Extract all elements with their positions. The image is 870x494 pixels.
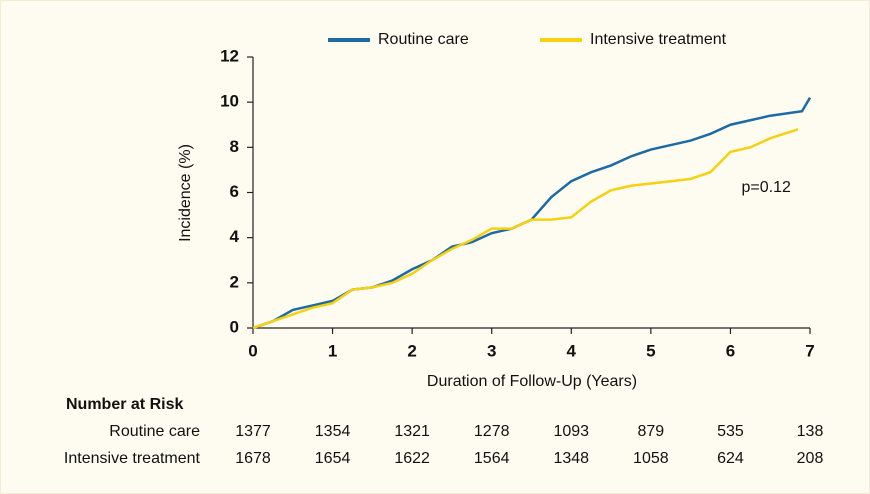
risk-count: 1321 — [394, 423, 430, 440]
y-axis-label: Incidence (%) — [177, 144, 194, 242]
y-tick-label: 8 — [230, 137, 239, 156]
risk-row-name: Routine care — [109, 423, 200, 440]
x-tick-label: 4 — [567, 341, 577, 360]
annotation: p=0.12 — [742, 179, 791, 196]
x-tick-label: 5 — [646, 341, 655, 360]
risk-count: 1278 — [474, 423, 510, 440]
y-tick-label: 2 — [230, 272, 239, 291]
series-line — [252, 128, 799, 330]
risk-count: 138 — [797, 423, 824, 440]
x-tick-label: 0 — [248, 341, 257, 360]
risk-count: 1354 — [315, 423, 351, 440]
x-axis-label: Duration of Follow-Up (Years) — [427, 373, 637, 390]
x-tick-label: 7 — [805, 341, 814, 360]
y-tick-label: 10 — [220, 92, 239, 111]
x-tick-label: 3 — [487, 341, 496, 360]
y-tick-label: 12 — [220, 46, 239, 65]
x-tick-label: 6 — [726, 341, 735, 360]
y-tick-label: 6 — [230, 182, 239, 201]
y-tick-label: 4 — [230, 227, 240, 246]
risk-count: 1348 — [553, 450, 589, 467]
risk-table-title: Number at Risk — [66, 396, 183, 413]
risk-count: 1377 — [235, 423, 271, 440]
risk-count: 1654 — [315, 450, 351, 467]
risk-count: 1678 — [235, 450, 271, 467]
y-tick-label: 0 — [230, 317, 239, 336]
risk-count: 1058 — [633, 450, 669, 467]
risk-count: 208 — [797, 450, 824, 467]
risk-row-name: Intensive treatment — [64, 450, 201, 467]
risk-count: 535 — [717, 423, 744, 440]
risk-count: 1093 — [553, 423, 589, 440]
x-tick-label: 2 — [407, 341, 416, 360]
risk-count: 879 — [638, 423, 665, 440]
risk-count: 1622 — [394, 450, 430, 467]
legend-label: Intensive treatment — [590, 31, 727, 48]
x-tick-label: 1 — [328, 341, 337, 360]
risk-count: 1564 — [474, 450, 510, 467]
risk-count: 624 — [717, 450, 744, 467]
legend-label: Routine care — [378, 31, 469, 48]
